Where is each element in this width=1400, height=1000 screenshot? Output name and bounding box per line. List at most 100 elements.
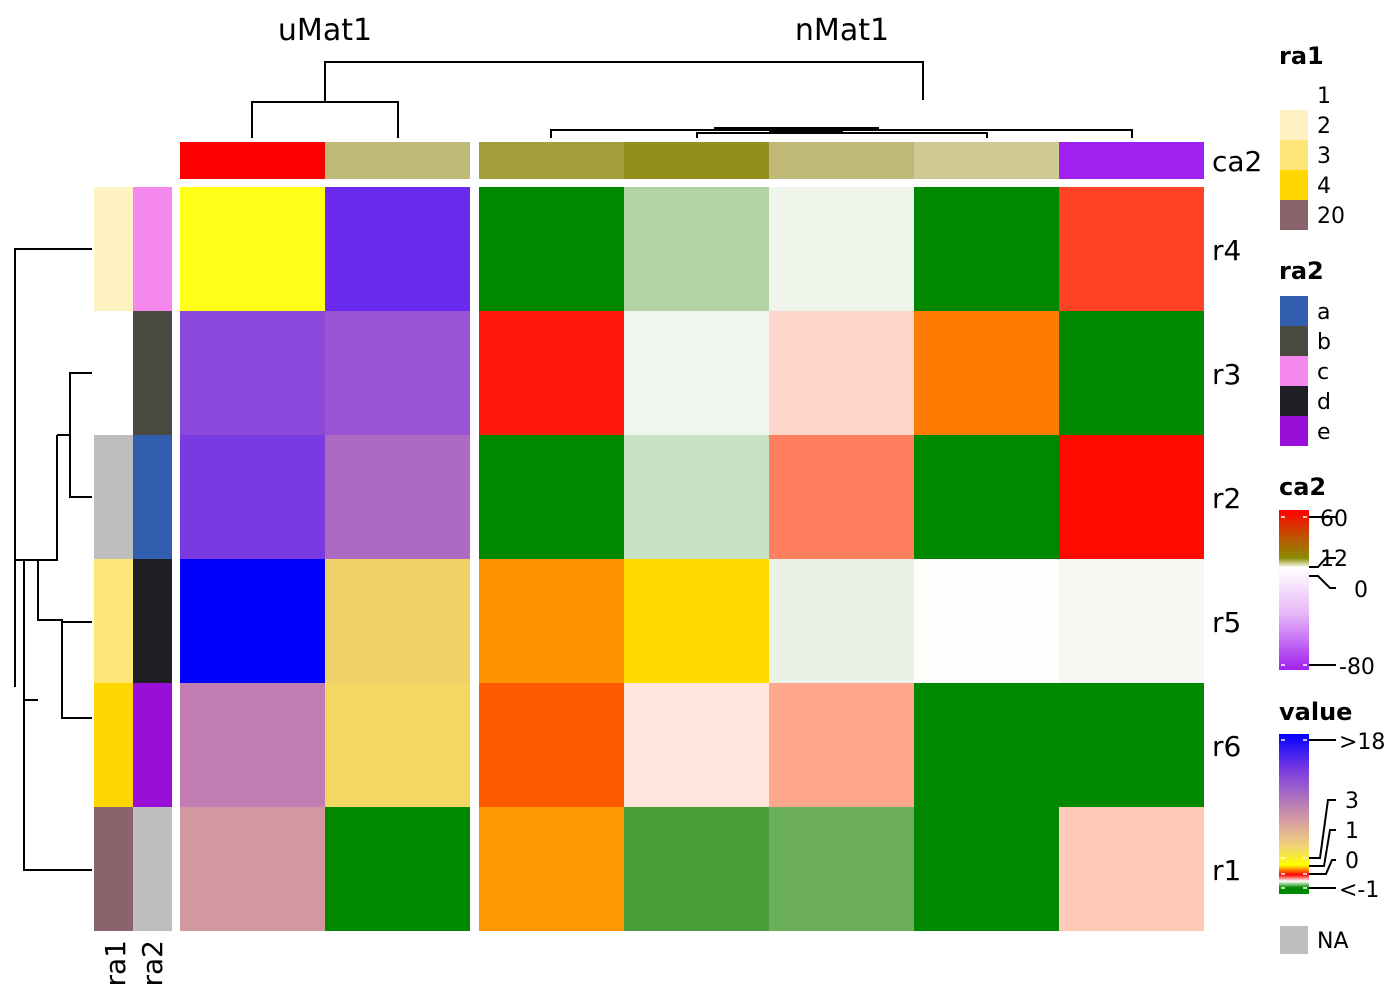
legend-label: >18 xyxy=(1339,730,1385,755)
row-annotation-cell xyxy=(94,559,133,683)
legend-label: NA xyxy=(1317,929,1349,954)
heatmap-cell xyxy=(624,311,769,435)
heatmap-cell xyxy=(624,435,769,559)
row-annotation-cell xyxy=(133,683,172,807)
legend-swatch xyxy=(1280,356,1308,386)
heatmap-cell xyxy=(180,435,325,559)
row-label: r6 xyxy=(1212,730,1241,763)
heatmap-cell xyxy=(1059,435,1204,559)
row-label: r2 xyxy=(1212,482,1241,515)
column-annotation-cell xyxy=(769,142,914,179)
legend-title: ra1 xyxy=(1279,42,1324,70)
legend-colorbar xyxy=(1279,734,1309,894)
heatmap-cell xyxy=(769,683,914,807)
row-annotation-label: ra2 xyxy=(136,940,169,986)
heatmap-cell xyxy=(1059,187,1204,311)
heatmap-cell xyxy=(180,311,325,435)
heatmap-cell xyxy=(479,559,624,683)
row-annotation-cell xyxy=(133,311,172,435)
heatmap-cell xyxy=(769,559,914,683)
column-annotation-cell xyxy=(1059,142,1204,179)
heatmap-cell xyxy=(624,187,769,311)
column-annotation-cell xyxy=(914,142,1059,179)
heatmap-cell xyxy=(180,807,325,931)
heatmap-cell xyxy=(479,807,624,931)
heatmap-cell xyxy=(479,435,624,559)
legend-label: 1 xyxy=(1317,84,1331,109)
heatmap-cell xyxy=(1059,807,1204,931)
heatmap-cell xyxy=(180,559,325,683)
legend-label: 60 xyxy=(1320,507,1348,532)
legend-title: value xyxy=(1279,698,1352,726)
legend-ca2: ca2 60 12 0 -80 xyxy=(1279,473,1375,680)
legend-swatch xyxy=(1280,170,1308,200)
legend-label: c xyxy=(1317,360,1329,385)
legend-label: 12 xyxy=(1320,547,1348,572)
legend-swatch xyxy=(1280,80,1308,110)
legend-colorbar xyxy=(1279,510,1309,670)
legend-ra1: ra1 1 2 3 4 20 xyxy=(1279,42,1345,230)
row-annotation-label: ra1 xyxy=(99,940,132,986)
legend-swatch xyxy=(1280,110,1308,140)
row-label: r1 xyxy=(1212,854,1241,887)
heatmap-cell xyxy=(914,435,1059,559)
heatmap-cell xyxy=(180,683,325,807)
legend-swatch xyxy=(1280,926,1308,954)
column-annotation-cell xyxy=(325,142,470,179)
heatmap-cell xyxy=(769,807,914,931)
heatmap-cell xyxy=(479,187,624,311)
heatmap-cell xyxy=(325,187,470,311)
heatmap-cell xyxy=(914,683,1059,807)
legend-label: 20 xyxy=(1317,204,1345,229)
legend-label: 0 xyxy=(1345,849,1359,874)
row-annotation-cell xyxy=(94,683,133,807)
legend-label: -80 xyxy=(1339,655,1375,680)
heatmap-cell xyxy=(325,435,470,559)
column-annotation-cell xyxy=(180,142,325,179)
heatmap-cell xyxy=(1059,683,1204,807)
heatmap-cell xyxy=(769,435,914,559)
legend-title: ca2 xyxy=(1279,473,1326,501)
row-annotation-cell xyxy=(94,187,133,311)
legend-label: a xyxy=(1317,300,1330,325)
heatmap-cell xyxy=(624,559,769,683)
legend-label: e xyxy=(1317,420,1331,445)
heatmap-cell xyxy=(1059,559,1204,683)
heatmap-cell xyxy=(769,187,914,311)
heatmap-cell xyxy=(325,807,470,931)
legend-label: 0 xyxy=(1354,578,1368,603)
legend-label: b xyxy=(1317,330,1331,355)
heatmap-cell xyxy=(769,311,914,435)
row-labels: r4 r3 r2 r5 r6 r1 xyxy=(1212,234,1241,887)
heatmap-cell xyxy=(1059,311,1204,435)
heatmap-cells xyxy=(180,187,1204,931)
heatmap-cell xyxy=(180,187,325,311)
column-dendrogram xyxy=(251,61,1133,138)
legend-label: 3 xyxy=(1317,144,1331,169)
legend-swatch xyxy=(1280,416,1308,446)
row-dendrogram xyxy=(14,248,92,871)
row-annotation-cell xyxy=(133,559,172,683)
legend-title: ra2 xyxy=(1279,257,1324,285)
row-label: r5 xyxy=(1212,606,1241,639)
heatmap-cell xyxy=(325,559,470,683)
column-annotation-ca2 xyxy=(180,142,1204,179)
column-annotation-cell xyxy=(479,142,624,179)
row-annotation-cell xyxy=(133,187,172,311)
heatmap-cell xyxy=(325,311,470,435)
heatmap-cell xyxy=(914,311,1059,435)
legend-label: 3 xyxy=(1345,789,1359,814)
legend-swatch xyxy=(1280,326,1308,356)
row-annotation-cell xyxy=(133,807,172,931)
row-label: r4 xyxy=(1212,234,1241,267)
column-annotation-cell xyxy=(624,142,769,179)
heatmap-cell xyxy=(914,187,1059,311)
heatmap-cell xyxy=(914,807,1059,931)
row-label: r3 xyxy=(1212,358,1241,391)
legend-label: d xyxy=(1317,390,1331,415)
heatmap-cell xyxy=(624,807,769,931)
row-annotation-ra1 xyxy=(94,187,133,931)
legend-na: NA xyxy=(1280,926,1349,954)
